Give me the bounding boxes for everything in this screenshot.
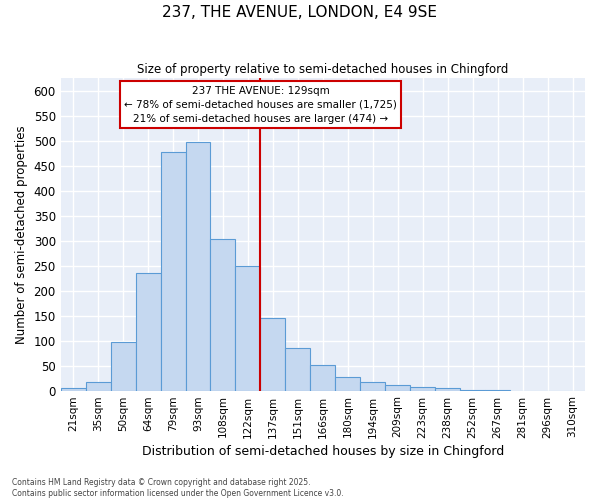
Bar: [235, 266, 260, 390]
Title: Size of property relative to semi-detached houses in Chingford: Size of property relative to semi-detach…: [137, 62, 509, 76]
Bar: [86, 382, 110, 390]
Text: Contains HM Land Registry data © Crown copyright and database right 2025.
Contai: Contains HM Land Registry data © Crown c…: [12, 478, 344, 498]
Y-axis label: Number of semi-detached properties: Number of semi-detached properties: [15, 125, 28, 344]
Bar: [136, 273, 161, 390]
Bar: [161, 152, 185, 390]
Text: 237 THE AVENUE: 129sqm
← 78% of semi-detached houses are smaller (1,725)
21% of : 237 THE AVENUE: 129sqm ← 78% of semi-det…: [124, 86, 397, 124]
Bar: [385, 384, 410, 390]
Bar: [435, 388, 460, 390]
Bar: [61, 388, 86, 390]
Bar: [110, 342, 136, 390]
Bar: [185, 142, 211, 390]
Bar: [335, 377, 360, 390]
Bar: [410, 386, 435, 390]
Bar: [211, 239, 235, 390]
Bar: [310, 364, 335, 390]
X-axis label: Distribution of semi-detached houses by size in Chingford: Distribution of semi-detached houses by …: [142, 444, 504, 458]
Bar: [260, 318, 286, 390]
Bar: [286, 348, 310, 391]
Text: 237, THE AVENUE, LONDON, E4 9SE: 237, THE AVENUE, LONDON, E4 9SE: [163, 5, 437, 20]
Bar: [360, 382, 385, 390]
